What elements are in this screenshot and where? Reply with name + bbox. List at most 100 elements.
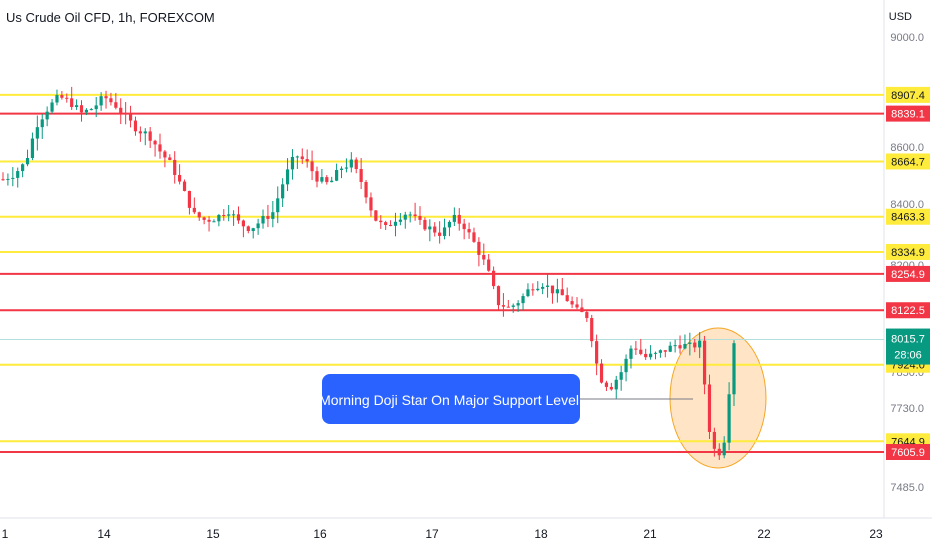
candle-body — [521, 296, 525, 304]
candle-body — [683, 343, 687, 349]
candle-body — [109, 98, 113, 103]
x-tick-label: 1 — [2, 527, 9, 541]
candle-body — [438, 232, 442, 236]
candle-body — [590, 318, 594, 342]
candle-body — [50, 102, 54, 112]
candle-body — [295, 156, 299, 158]
candle-body — [580, 307, 584, 313]
candle-body — [560, 289, 564, 296]
candle-body — [364, 182, 368, 198]
candle-body — [173, 159, 177, 175]
chart-title: Us Crude Oil CFD, 1h, FOREXCOM — [6, 10, 215, 25]
candle-body — [403, 214, 407, 220]
candle-body — [70, 98, 74, 108]
candle-body — [84, 109, 89, 113]
candle-body — [163, 151, 167, 158]
candle-body — [16, 171, 20, 178]
candle-body — [388, 225, 393, 227]
candle-body — [217, 215, 221, 222]
candle-body — [688, 342, 692, 344]
level-price-label: 7605.9 — [891, 447, 925, 459]
x-tick-label: 15 — [206, 527, 220, 541]
current-price-tag — [886, 328, 930, 365]
candle-body — [197, 212, 201, 218]
candle-body — [727, 394, 731, 443]
candle-body — [45, 111, 49, 120]
candle-body — [634, 348, 638, 350]
candle-body — [599, 363, 604, 383]
y-tick-label: 8600.0 — [890, 142, 924, 154]
candle-body — [541, 286, 545, 289]
candle-body — [251, 228, 255, 232]
candle-body — [639, 349, 643, 354]
candle-body — [516, 303, 520, 306]
candle-body — [241, 220, 245, 227]
candle-body — [531, 289, 535, 291]
x-tick-label: 23 — [869, 527, 883, 541]
candle-body — [374, 210, 378, 221]
candle-body — [369, 197, 373, 211]
candle-body — [496, 286, 501, 306]
candle-body — [722, 442, 726, 456]
candle-body — [614, 379, 618, 390]
candle-body — [575, 304, 579, 308]
candle-body — [472, 232, 476, 242]
candle-body — [492, 270, 496, 287]
candle-body — [648, 353, 653, 358]
candle-body — [565, 295, 569, 302]
annotation-text: Morning Doji Star On Major Support Level… — [319, 392, 583, 408]
candle-body — [354, 159, 358, 170]
candle-body — [393, 221, 398, 226]
candle-body — [501, 305, 506, 307]
candle-body — [99, 96, 103, 106]
candle-body — [310, 161, 314, 172]
candle-body — [555, 289, 559, 294]
candle-body — [408, 214, 412, 216]
x-tick-label: 18 — [534, 527, 548, 541]
candle-body — [658, 350, 663, 353]
candle-body — [25, 157, 30, 165]
candle-body — [536, 288, 540, 291]
candle-body — [11, 177, 15, 179]
candle-body — [624, 358, 628, 373]
candle-body — [114, 102, 118, 108]
candle-body — [707, 384, 712, 432]
candle-body — [595, 341, 599, 364]
candle-body — [526, 289, 530, 297]
candle-body — [65, 97, 69, 99]
candle-body — [320, 177, 324, 182]
y-tick-label: 7730.0 — [890, 403, 924, 415]
candle-body — [231, 214, 236, 216]
candle-body — [344, 167, 349, 169]
candle-body — [35, 127, 39, 139]
annotation-callout[interactable] — [322, 374, 580, 424]
highlight-ellipse — [669, 327, 767, 469]
candle-body — [359, 169, 363, 183]
candle-body — [94, 105, 98, 110]
candle-body — [281, 184, 285, 199]
candle-body — [207, 219, 211, 222]
candle-body — [276, 198, 280, 213]
x-tick-label: 16 — [313, 527, 327, 541]
candle-body — [398, 219, 402, 222]
candle-body — [202, 217, 206, 220]
candle-body — [413, 214, 417, 217]
candle-body — [663, 350, 667, 352]
x-tick-label: 22 — [757, 527, 771, 541]
candle-body — [428, 226, 432, 230]
candle-body — [335, 169, 339, 181]
candle-body — [717, 448, 721, 456]
level-price-tag — [886, 302, 930, 319]
candle-body — [133, 120, 138, 132]
candle-body — [452, 214, 456, 222]
level-price-label: 8664.7 — [891, 156, 925, 168]
level-price-tag — [886, 153, 930, 170]
candle-body — [570, 301, 574, 305]
y-tick-label: 7485.0 — [890, 482, 924, 494]
candle-body — [325, 177, 329, 183]
candle-body — [212, 221, 216, 223]
candle-body — [21, 164, 25, 172]
bar-countdown: 28:06 — [894, 350, 922, 362]
level-price-label: 8907.4 — [891, 90, 925, 102]
